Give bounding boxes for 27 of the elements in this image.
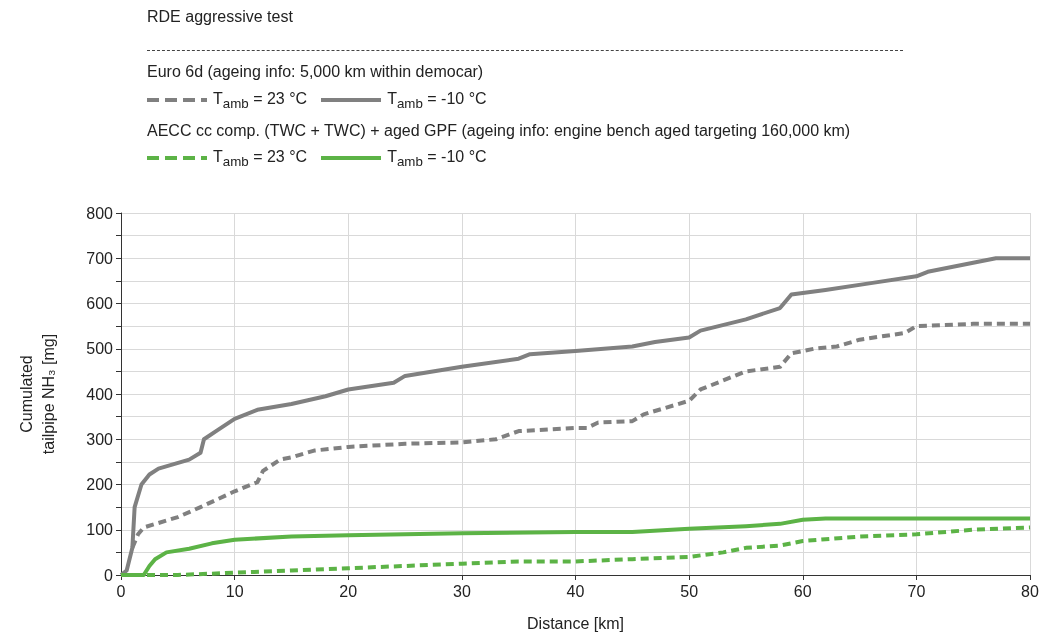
y-axis-title: Cumulated tailpipe NH₃ [mg] [17, 333, 57, 455]
legend-label: T$_{amb}$ = 23 °C [213, 90, 308, 112]
x-tick-label: 70 [907, 582, 926, 600]
x-tick-label: 0 [116, 582, 126, 600]
y-tick-label: 500 [86, 340, 114, 358]
y-tick-label: 300 [86, 430, 114, 448]
y-tick-label: 400 [86, 385, 114, 403]
y-tick-label: 0 [104, 566, 114, 584]
text: Euro 6d (ageing info: 5,000 km within democar) [147, 63, 484, 81]
x-tick-label: 30 [452, 582, 471, 600]
x-tick-label: 40 [566, 582, 585, 600]
x-axis-title: Distance [km] [527, 614, 624, 632]
x-tick-label: 20 [339, 582, 358, 600]
y-tick-label: 600 [86, 295, 114, 312]
y-tick-label: 100 [86, 521, 114, 539]
y-tick-label: 200 [86, 476, 114, 493]
x-tick-label: 50 [680, 582, 699, 600]
y-tick-label: 800 [86, 204, 114, 222]
chart-title: RDE aggressive test [147, 8, 293, 26]
x-tick-label: 10 [225, 582, 244, 600]
legend-label: T$_{amb}$ = 23 °C [213, 148, 308, 170]
text: AECC cc comp. (TWC + TWC) + aged GPF (ageing info: engine bench aged targeting 160,000 km) [147, 122, 851, 140]
x-tick-label: 60 [793, 582, 812, 600]
legend-label: T$_{amb}$ = -10 °C [387, 148, 487, 170]
legend-label: T$_{amb}$ = -10 °C [387, 90, 487, 112]
x-tick-label: 80 [1021, 582, 1039, 600]
y-tick-label: 700 [86, 249, 114, 267]
